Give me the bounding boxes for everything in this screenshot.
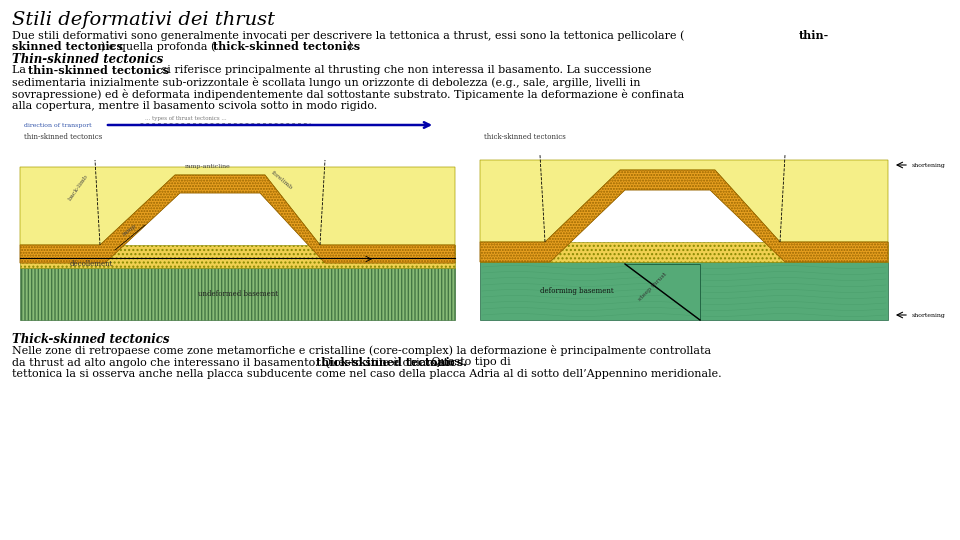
Text: Questo tipo di: Questo tipo di — [428, 357, 511, 367]
Text: ) e quella profonda (: ) e quella profonda ( — [101, 41, 215, 51]
Text: back-limb: back-limb — [67, 173, 89, 201]
Text: forelimb: forelimb — [270, 170, 294, 191]
Polygon shape — [20, 167, 455, 245]
Text: steep thrust: steep thrust — [637, 272, 667, 302]
Text: si riferisce principalmente al thrusting che non interessa il basamento. La succ: si riferisce principalmente al thrusting… — [158, 65, 652, 75]
Text: skinned tectonics: skinned tectonics — [12, 41, 123, 52]
Text: undeformed basement: undeformed basement — [198, 290, 277, 298]
Text: Thick-skinned tectonics: Thick-skinned tectonics — [12, 333, 170, 346]
Bar — [480, 262, 888, 320]
Text: direction of transport: direction of transport — [24, 123, 91, 127]
Bar — [20, 245, 455, 268]
Text: shortening: shortening — [912, 313, 946, 318]
Text: sedimentaria inizialmente sub-orizzontale è scollata lungo un orizzonte di debol: sedimentaria inizialmente sub-orizzontal… — [12, 77, 640, 88]
Text: alla copertura, mentre il basamento scivola sotto in modo rigido.: alla copertura, mentre il basamento sciv… — [12, 101, 377, 111]
Text: da thrust ad alto angolo che interessano il basamento. Questo stile è chiamato: da thrust ad alto angolo che interessano… — [12, 357, 458, 368]
Polygon shape — [625, 264, 700, 320]
Text: thin-skinned tectonics: thin-skinned tectonics — [24, 133, 103, 141]
Polygon shape — [480, 170, 888, 262]
Polygon shape — [480, 160, 888, 242]
Polygon shape — [20, 175, 455, 263]
Bar — [20, 268, 455, 320]
Text: thick-skinned tectonics: thick-skinned tectonics — [484, 133, 565, 141]
Text: ).: ). — [347, 41, 355, 51]
Text: Thin-skinned tectonics: Thin-skinned tectonics — [12, 53, 163, 66]
Text: Due stili deformativi sono generalmente invocati per descrivere la tettonica a t: Due stili deformativi sono generalmente … — [12, 30, 684, 40]
Text: Nelle zone di retropaese come zone metamorfiche e cristalline (core-complex) la : Nelle zone di retropaese come zone metam… — [12, 345, 711, 356]
Bar — [480, 242, 888, 262]
Text: ... types of thrust tectonics ...: ... types of thrust tectonics ... — [145, 116, 227, 121]
Text: décollement: décollement — [70, 260, 113, 268]
Text: ramp-anticline: ramp-anticline — [185, 164, 230, 169]
Text: thick-skinned tectonics.: thick-skinned tectonics. — [316, 357, 467, 368]
Text: thick-skinned tectonics: thick-skinned tectonics — [213, 41, 360, 52]
Text: shortening: shortening — [912, 163, 946, 167]
Text: thin-skinned tectonics: thin-skinned tectonics — [28, 65, 169, 76]
Text: La: La — [12, 65, 30, 75]
Text: thin-: thin- — [799, 30, 829, 41]
Text: Stili deformativi dei thrust: Stili deformativi dei thrust — [12, 11, 275, 29]
Text: sovrapressione) ed è deformata indipendentemente dal sottostante substrato. Tipi: sovrapressione) ed è deformata indipende… — [12, 89, 684, 100]
Text: tettonica la si osserva anche nella placca subducente come nel caso della placca: tettonica la si osserva anche nella plac… — [12, 369, 722, 379]
Text: deforming basement: deforming basement — [540, 287, 613, 295]
Text: ramp: ramp — [122, 223, 138, 237]
